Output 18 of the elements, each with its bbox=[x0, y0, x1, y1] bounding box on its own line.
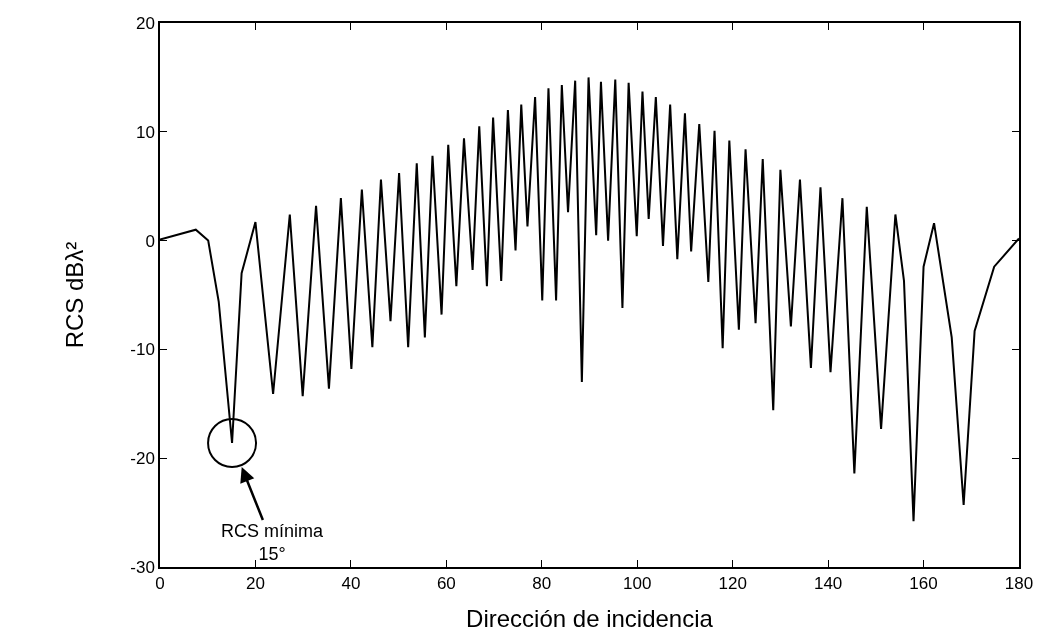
x-tick-label: 40 bbox=[341, 574, 361, 594]
y-tick-label: 10 bbox=[135, 122, 155, 142]
x-tick-label: 100 bbox=[623, 574, 652, 594]
x-tick-label: 140 bbox=[813, 574, 843, 594]
annotation: RCS mínima 15° bbox=[221, 521, 324, 565]
x-axis-title: Dirección de incidencia bbox=[466, 604, 714, 632]
y-tick-label: -30 bbox=[130, 557, 155, 577]
y-tick-label: -10 bbox=[130, 340, 155, 360]
x-tick-label: 80 bbox=[532, 574, 552, 594]
x-tick-label: 60 bbox=[436, 574, 456, 594]
x-tick-label: 20 bbox=[245, 574, 265, 594]
y-tick-label: 0 bbox=[145, 231, 155, 251]
x-tick-label: 120 bbox=[718, 574, 747, 594]
x-tick-label: 180 bbox=[1004, 574, 1034, 594]
y-tick-label: -20 bbox=[130, 449, 155, 469]
y-tick-label: 20 bbox=[135, 13, 155, 33]
x-tick-label: 160 bbox=[909, 574, 938, 594]
y-axis-title: RCS dBλ² bbox=[60, 241, 88, 349]
